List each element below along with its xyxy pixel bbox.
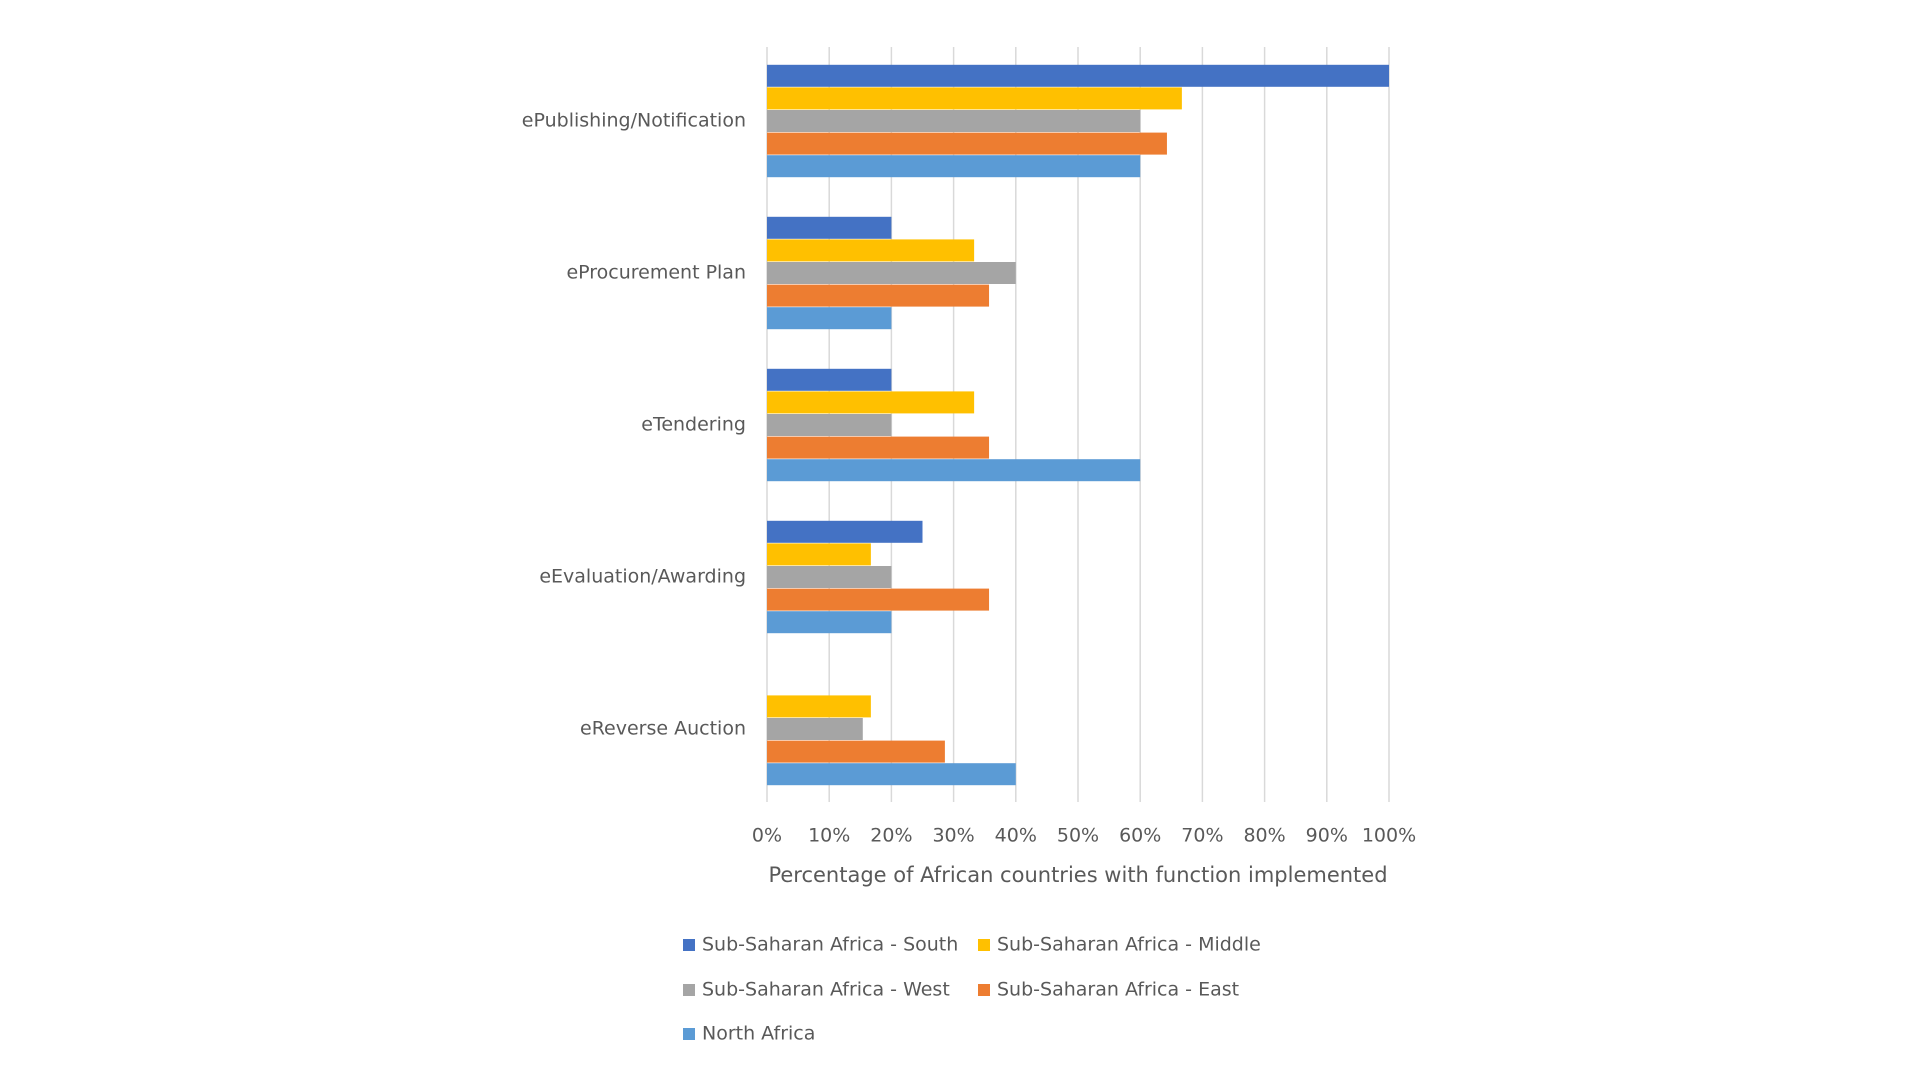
legend-label: Sub-Saharan Africa - East xyxy=(997,979,1239,1001)
bar xyxy=(767,64,1389,87)
bar xyxy=(767,216,892,239)
legend-swatch xyxy=(978,939,990,951)
legend-swatch xyxy=(683,984,695,996)
bar xyxy=(767,368,892,391)
bar xyxy=(767,459,1141,482)
x-tick-label: 70% xyxy=(1181,825,1223,847)
legend-label: North Africa xyxy=(702,1023,815,1045)
bar xyxy=(767,132,1167,155)
legend-swatch xyxy=(683,939,695,951)
legend-label: Sub-Saharan Africa - West xyxy=(702,979,950,1001)
x-tick-label: 0% xyxy=(752,825,782,847)
bar xyxy=(767,414,892,436)
bar xyxy=(767,543,871,566)
x-tick-label: 80% xyxy=(1243,825,1285,847)
x-tick-label: 30% xyxy=(932,825,974,847)
bar xyxy=(767,695,871,718)
x-tick-label: 90% xyxy=(1306,825,1348,847)
bar xyxy=(767,87,1182,110)
bar xyxy=(767,436,990,459)
bar xyxy=(767,718,863,740)
bar xyxy=(767,155,1141,178)
x-tick-label: 20% xyxy=(870,825,912,847)
y-tick-label: eReverse Auction xyxy=(580,718,746,740)
bar xyxy=(767,110,1141,132)
x-axis-title: Percentage of African countries with fun… xyxy=(768,863,1387,887)
x-tick-label: 40% xyxy=(995,825,1037,847)
bar xyxy=(767,566,892,588)
x-tick-label: 100% xyxy=(1362,825,1416,847)
bar xyxy=(767,520,923,543)
legend-label: Sub-Saharan Africa - Middle xyxy=(997,934,1261,956)
legend-swatch xyxy=(978,984,990,996)
bar xyxy=(767,284,990,307)
bar xyxy=(767,740,945,763)
bar xyxy=(767,307,892,330)
x-tick-label: 50% xyxy=(1057,825,1099,847)
x-tick-label: 10% xyxy=(808,825,850,847)
legend-label: Sub-Saharan Africa - South xyxy=(702,934,958,956)
bar xyxy=(767,391,975,414)
y-tick-label: eProcurement Plan xyxy=(566,262,746,284)
bar xyxy=(767,588,990,611)
bar xyxy=(767,763,1016,786)
x-tick-label: 60% xyxy=(1119,825,1161,847)
legend-swatch xyxy=(683,1028,695,1040)
bar xyxy=(767,611,892,634)
bar xyxy=(767,262,1016,284)
y-tick-label: ePublishing/Notification xyxy=(522,110,746,132)
bar xyxy=(767,239,975,262)
y-tick-label: eTendering xyxy=(641,414,746,436)
y-tick-label: eEvaluation/Awarding xyxy=(539,566,746,588)
